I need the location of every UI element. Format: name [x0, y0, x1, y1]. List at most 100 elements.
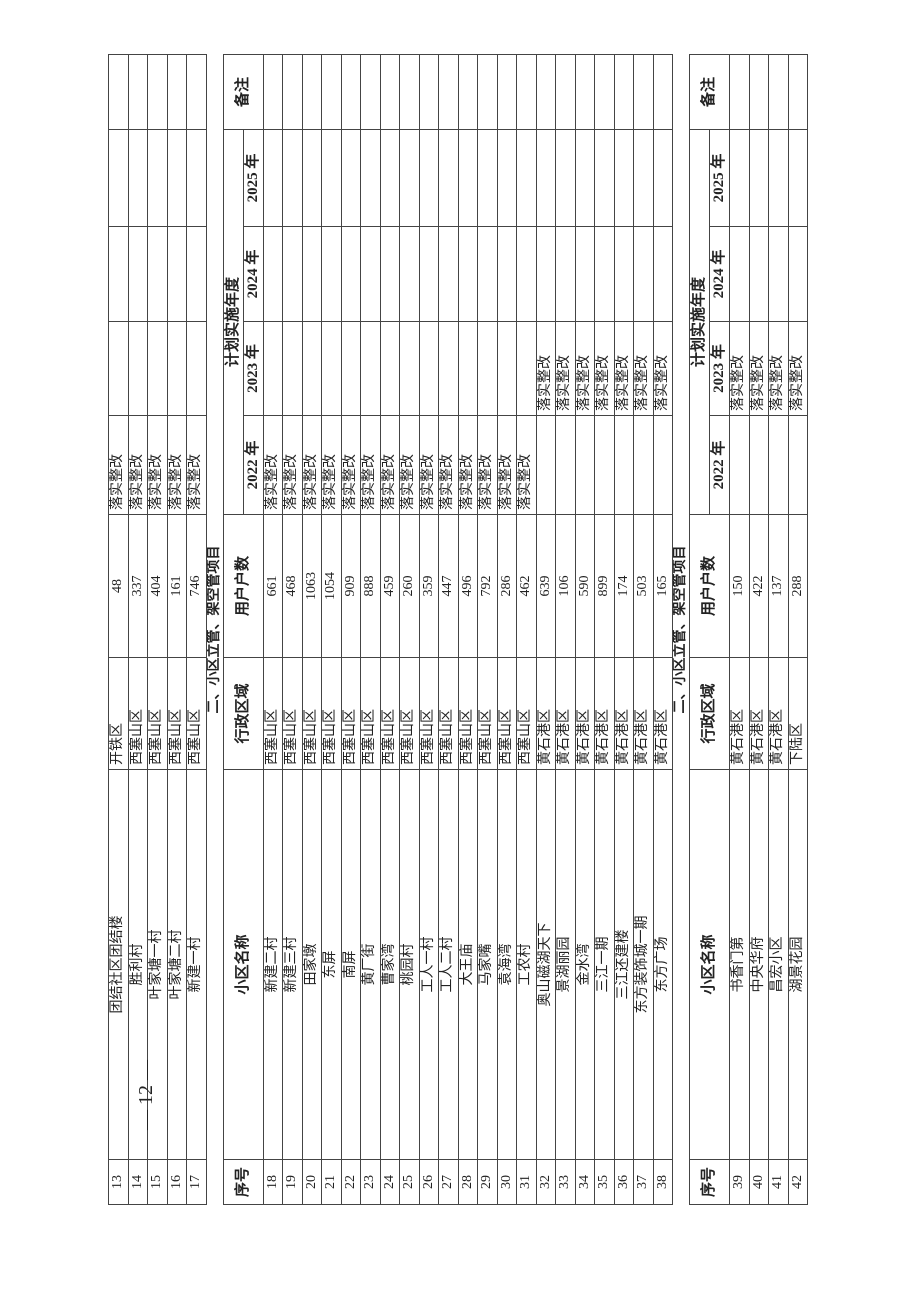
households-cell: 899 [594, 514, 614, 658]
project-table: 13 团结社区团结楼 开铁区 48 落实整改 14 胜利村 西塞山区 337 落实整改 15 叶家塘一… [108, 54, 808, 1205]
households-cell: 590 [575, 514, 595, 658]
remark-cell [282, 54, 302, 130]
district-cell: 黄石港区 [536, 657, 556, 770]
remark-cell [497, 54, 517, 130]
plan-y2023-cell [458, 321, 478, 416]
plan-y2024-cell [147, 226, 167, 322]
community-name-cell: 田家墩 [302, 769, 322, 1160]
households-cell: 462 [516, 514, 536, 658]
table-row: 19 新建三村 西塞山区 468 落实整改 [282, 54, 302, 1205]
plan-y2023-cell [477, 321, 497, 416]
plan-y2024-cell [768, 226, 788, 322]
rotated-table-page: 13 团结社区团结楼 开铁区 48 落实整改 14 胜利村 西塞山区 337 落实整改 15 叶家塘一… [108, 54, 808, 1205]
plan-y2024-cell [497, 226, 517, 322]
plan-y2023-cell: 落实整改 [653, 321, 673, 416]
table-row: 29 马家嘴 西塞山区 792 落实整改 [477, 54, 497, 1205]
plan-y2024-cell [438, 226, 458, 322]
households-cell: 404 [147, 514, 167, 658]
seq-cell: 37 [633, 1159, 653, 1205]
remark-cell [302, 54, 322, 130]
households-cell: 503 [633, 514, 653, 658]
plan-y2022-cell: 落实整改 [302, 415, 322, 515]
header-remark: 备注 [689, 54, 730, 130]
seq-cell: 41 [768, 1159, 788, 1205]
plan-y2024-cell [282, 226, 302, 322]
plan-y2024-cell [458, 226, 478, 322]
plan-y2022-cell [575, 415, 595, 515]
plan-y2022-cell: 落实整改 [341, 415, 361, 515]
plan-y2022-cell [729, 415, 749, 515]
district-cell: 西塞山区 [302, 657, 322, 770]
district-cell: 下陆区 [788, 657, 808, 770]
plan-y2025-cell [614, 129, 634, 227]
plan-y2023-cell [399, 321, 419, 416]
seq-cell: 40 [749, 1159, 769, 1205]
community-name-cell: 东方装饰城一期 [633, 769, 653, 1160]
plan-y2022-cell [653, 415, 673, 515]
plan-y2023-cell: 落实整改 [749, 321, 769, 416]
table-row: 30 袁海湾 西塞山区 286 落实整改 [497, 54, 517, 1205]
plan-y2024-cell [614, 226, 634, 322]
households-cell: 165 [653, 514, 673, 658]
seq-cell: 15 [147, 1159, 167, 1205]
plan-y2022-cell [788, 415, 808, 515]
community-name-cell: 新建三村 [282, 769, 302, 1160]
seq-cell: 24 [380, 1159, 400, 1205]
plan-y2025-cell [321, 129, 341, 227]
plan-y2024-cell [536, 226, 556, 322]
community-name-cell: 奥山磁湖天下 [536, 769, 556, 1160]
households-cell: 888 [360, 514, 380, 658]
plan-y2023-cell [128, 321, 148, 416]
district-cell: 黄石港区 [594, 657, 614, 770]
plan-y2022-cell: 落实整改 [167, 415, 187, 515]
plan-y2024-cell [633, 226, 653, 322]
remark-cell [458, 54, 478, 130]
table-row: 42 湖景花园 下陆区 288 落实整改 [788, 54, 808, 1205]
table-row: 26 工人一村 西塞山区 359 落实整改 [419, 54, 439, 1205]
community-name-cell: 湖景花园 [788, 769, 808, 1160]
remark-cell [477, 54, 497, 130]
plan-y2022-cell: 落实整改 [380, 415, 400, 515]
table-row: 16 叶家塘二村 西塞山区 161 落实整改 [167, 54, 187, 1205]
header-plan-year: 计划实施年度 [223, 129, 243, 515]
seq-cell: 36 [614, 1159, 634, 1205]
plan-y2025-cell [788, 129, 808, 227]
plan-y2022-cell [633, 415, 653, 515]
plan-y2023-cell [360, 321, 380, 416]
table-row: 33 景湖丽园 黄石港区 106 落实整改 [555, 54, 575, 1205]
households-cell: 792 [477, 514, 497, 658]
households-cell: 1063 [302, 514, 322, 658]
households-cell: 909 [341, 514, 361, 658]
district-cell: 黄石港区 [555, 657, 575, 770]
plan-y2024-cell [653, 226, 673, 322]
plan-y2022-cell: 落实整改 [438, 415, 458, 515]
plan-y2025-cell [302, 129, 322, 227]
plan-y2025-cell [419, 129, 439, 227]
community-name-cell: 袁海湾 [497, 769, 517, 1160]
remark-cell [399, 54, 419, 130]
seq-cell: 31 [516, 1159, 536, 1205]
plan-y2024-cell [186, 226, 206, 322]
plan-y2023-cell [321, 321, 341, 416]
community-name-cell: 东屏 [321, 769, 341, 1160]
seq-cell: 34 [575, 1159, 595, 1205]
households-cell: 337 [128, 514, 148, 658]
community-name-cell: 团结社区团结楼 [108, 769, 128, 1160]
plan-y2024-cell [399, 226, 419, 322]
plan-y2025-cell [147, 129, 167, 227]
district-cell: 西塞山区 [128, 657, 148, 770]
households-cell: 359 [419, 514, 439, 658]
community-name-cell: 金水湾 [575, 769, 595, 1160]
remark-cell [653, 54, 673, 130]
plan-y2023-cell: 落实整改 [555, 321, 575, 416]
remark-cell [263, 54, 283, 130]
community-name-cell: 桃园村 [399, 769, 419, 1160]
seq-cell: 38 [653, 1159, 673, 1205]
seq-cell: 14 [128, 1159, 148, 1205]
seq-cell: 42 [788, 1159, 808, 1205]
remark-cell [321, 54, 341, 130]
remark-cell [360, 54, 380, 130]
plan-y2025-cell [108, 129, 128, 227]
plan-y2022-cell: 落实整改 [477, 415, 497, 515]
households-cell: 459 [380, 514, 400, 658]
